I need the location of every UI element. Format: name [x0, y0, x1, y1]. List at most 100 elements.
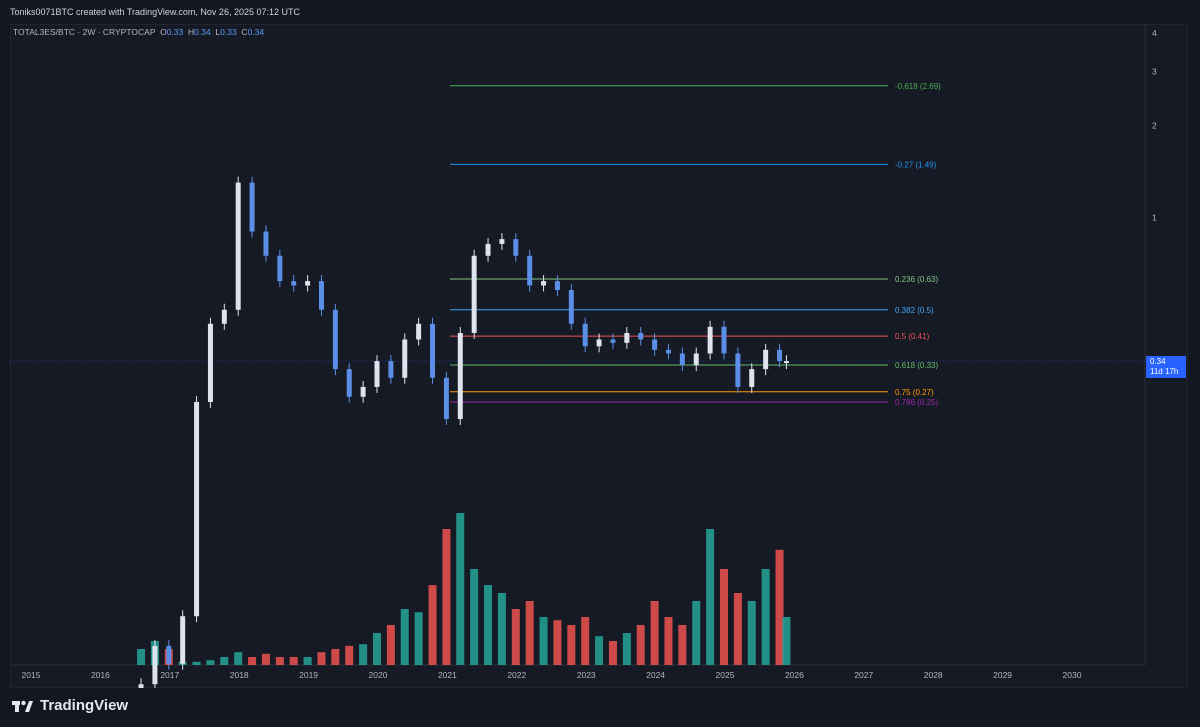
candle-body — [207, 323, 213, 403]
candle-body — [582, 323, 588, 347]
candle-body — [707, 326, 713, 354]
candle-body — [388, 361, 394, 378]
candle-body — [513, 239, 519, 256]
volume-bar — [414, 612, 423, 665]
volume-bar — [553, 620, 562, 665]
candle-body — [332, 309, 338, 370]
candle-body — [499, 239, 505, 244]
volume-bar — [650, 601, 659, 665]
volume-bar — [303, 657, 312, 665]
candle-body — [763, 349, 769, 370]
tradingview-icon — [12, 700, 33, 712]
fib-level-label: 0.5 (0.41) — [895, 332, 930, 341]
volume-bar — [470, 569, 479, 665]
volume-bar — [317, 652, 326, 665]
volume-bar — [497, 593, 506, 665]
volume-bar — [484, 585, 493, 665]
candle-body — [485, 243, 491, 256]
volume-bar — [706, 529, 715, 665]
candle-body — [777, 349, 783, 362]
volume-bar — [456, 513, 465, 665]
candle-body — [471, 255, 477, 333]
volume-bar — [137, 649, 146, 665]
symbol-label: TOTAL3ES/BTC · 2W · CRYPTOCAP — [13, 27, 156, 37]
candle-body — [430, 323, 436, 378]
volume-bar — [206, 660, 215, 665]
chart-frame[interactable] — [10, 24, 1188, 688]
candle-body — [152, 645, 158, 685]
volume-bar — [595, 636, 604, 665]
volume-bar — [373, 633, 381, 665]
fib-level-label: -0.618 (2.69) — [895, 82, 941, 91]
candle-body — [416, 323, 422, 340]
fib-level-label: 0.236 (0.63) — [895, 275, 938, 284]
volume-bar — [428, 585, 437, 665]
candle-body — [610, 339, 616, 343]
candle-body — [735, 353, 741, 387]
volume-bar — [775, 549, 784, 665]
candle-body — [749, 369, 755, 387]
fib-level-label: 0.618 (0.33) — [895, 361, 938, 370]
volume-bar — [692, 601, 701, 665]
volume-bar — [261, 653, 270, 665]
candle-body — [249, 182, 255, 232]
volume-bar — [539, 617, 548, 665]
candle-body — [624, 332, 630, 343]
x-tick-label: 2027 — [854, 670, 873, 680]
candle-body — [527, 255, 533, 286]
candle-body — [235, 182, 241, 310]
volume-bar — [331, 649, 340, 665]
fib-level-label: -0.27 (1.49) — [895, 160, 937, 169]
candle-body — [596, 339, 602, 347]
fib-level-label: 0.382 (0.5) — [895, 306, 934, 315]
x-tick-label: 2024 — [646, 670, 665, 680]
volume-bar — [192, 661, 201, 665]
y-tick-label: 2 — [1152, 120, 1157, 130]
x-tick-label: 2019 — [299, 670, 318, 680]
volume-bar — [636, 625, 645, 665]
volume-bar — [782, 617, 791, 665]
volume-bar — [678, 625, 687, 665]
x-tick-label: 2030 — [1063, 670, 1082, 680]
x-tick-label: 2023 — [577, 670, 596, 680]
low-value: 0.33 — [220, 27, 237, 37]
volume-bar — [359, 644, 368, 665]
x-tick-label: 2015 — [22, 670, 41, 680]
y-tick-label: 1 — [1152, 213, 1157, 223]
price-tag-countdown: 11d 17h — [1150, 367, 1179, 376]
price-tag-value: 0.34 — [1150, 357, 1166, 366]
candle-body — [402, 339, 408, 378]
candle-body — [277, 255, 283, 282]
volume-bar — [442, 529, 451, 665]
volume-bar — [289, 657, 298, 665]
volume-bar — [234, 652, 243, 665]
candle-body — [291, 281, 297, 286]
footer-bar — [0, 688, 1200, 727]
candle-body — [194, 402, 200, 617]
high-label: H — [187, 27, 195, 37]
volume-bar — [567, 625, 576, 665]
close-value: 0.34 — [247, 27, 265, 37]
candle-body — [346, 369, 352, 397]
candle-body — [783, 361, 789, 364]
low-label: L — [215, 27, 221, 37]
fib-level-label: 0.786 (0.25) — [895, 398, 938, 407]
x-tick-label: 2025 — [716, 670, 735, 680]
open-label: O — [160, 27, 167, 37]
volume-bar — [525, 601, 534, 665]
top-bar: Toniks0071BTC created with TradingView.c… — [0, 0, 1200, 24]
candle-body — [541, 281, 547, 286]
candle-body — [374, 361, 380, 387]
candle-body — [568, 290, 574, 324]
volume-bar — [747, 601, 756, 665]
candle-body — [679, 353, 685, 366]
tradingview-logo[interactable]: TradingView — [12, 697, 128, 714]
volume-bar — [400, 609, 409, 665]
volume-bar — [622, 633, 631, 665]
x-tick-label: 2029 — [993, 670, 1012, 680]
x-tick-label: 2020 — [369, 670, 388, 680]
credit-text: Toniks0071BTC created with TradingView.c… — [10, 7, 300, 17]
candle-body — [665, 349, 671, 354]
x-tick-label: 2028 — [924, 670, 943, 680]
